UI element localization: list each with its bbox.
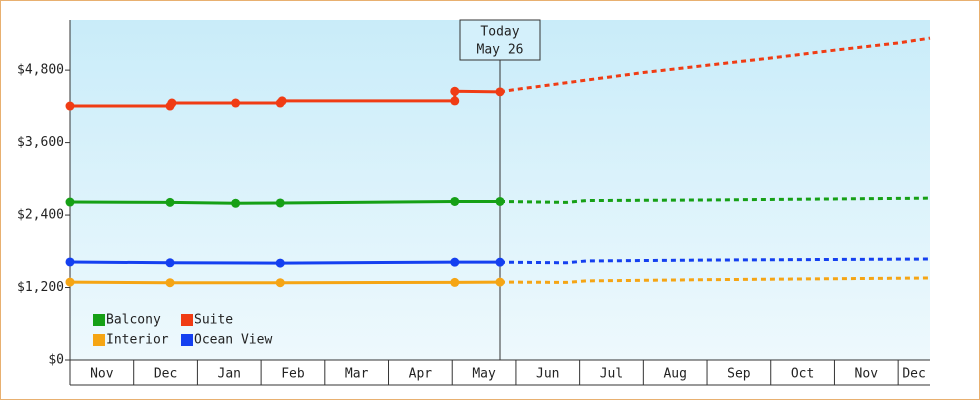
- forecast-line: [499, 36, 931, 94]
- legend-swatch: [93, 334, 105, 346]
- y-tick-label: $3,600: [17, 135, 64, 150]
- point: [65, 197, 75, 207]
- point: [277, 96, 287, 106]
- point: [65, 257, 75, 267]
- today-box: [459, 19, 541, 61]
- point: [167, 98, 177, 108]
- x-tick-label: Sep: [727, 367, 751, 382]
- x-tick-label: Nov: [855, 367, 879, 382]
- history-line: [69, 199, 500, 205]
- legend-label: Suite: [194, 313, 233, 328]
- legend-label: Balcony: [106, 313, 161, 328]
- y-tick-label: $4,800: [17, 63, 64, 78]
- point: [450, 86, 460, 96]
- x-tick-label: Jan: [218, 367, 241, 382]
- legend-label: Ocean View: [194, 333, 272, 348]
- point: [275, 198, 285, 208]
- x-tick-label: Dec: [154, 367, 177, 382]
- point: [65, 277, 75, 287]
- today-date: May 26: [477, 43, 524, 58]
- point: [165, 258, 175, 268]
- point: [495, 277, 505, 287]
- point: [495, 257, 505, 267]
- x-tick-label: Oct: [791, 367, 814, 382]
- layer: $0 $1,200 $2,400 $3,600 $4,800 Nov Dec Jan Feb Ma…: [17, 19, 931, 386]
- point: [275, 258, 285, 268]
- forecast-line: [499, 257, 931, 265]
- x-tick-label: Feb: [281, 367, 305, 382]
- x-tick-label: Mar: [345, 367, 369, 382]
- x-tick-label: Apr: [409, 367, 433, 382]
- point: [275, 278, 285, 288]
- y-tick-label: $2,400: [17, 208, 64, 223]
- point: [231, 98, 241, 108]
- x-tick-label: May: [472, 367, 496, 382]
- point: [450, 257, 460, 267]
- legend-swatch: [93, 314, 105, 326]
- forecast-line: [499, 276, 931, 284]
- history-line: [69, 280, 501, 285]
- forecast-line: [499, 196, 931, 204]
- point: [165, 197, 175, 207]
- today-label: Today: [480, 25, 519, 40]
- point: [65, 101, 75, 111]
- point: [165, 278, 175, 288]
- y-tick-label: $0: [48, 353, 64, 368]
- point: [495, 87, 505, 97]
- point: [231, 198, 241, 208]
- x-tick-label: Nov: [90, 367, 114, 382]
- x-tick-label: Aug: [663, 367, 686, 382]
- history-line: [69, 260, 500, 265]
- legend-swatch: [181, 314, 193, 326]
- point: [450, 277, 460, 287]
- point: [495, 196, 505, 206]
- x-tick-label: Jul: [600, 367, 623, 382]
- legend-label: Interior: [106, 333, 169, 348]
- legend-swatch: [181, 334, 193, 346]
- x-tick-label: Dec: [902, 367, 925, 382]
- x-tick-label: Jun: [536, 367, 559, 382]
- point: [450, 96, 460, 106]
- y-tick-label: $1,200: [17, 280, 64, 295]
- point: [450, 196, 460, 206]
